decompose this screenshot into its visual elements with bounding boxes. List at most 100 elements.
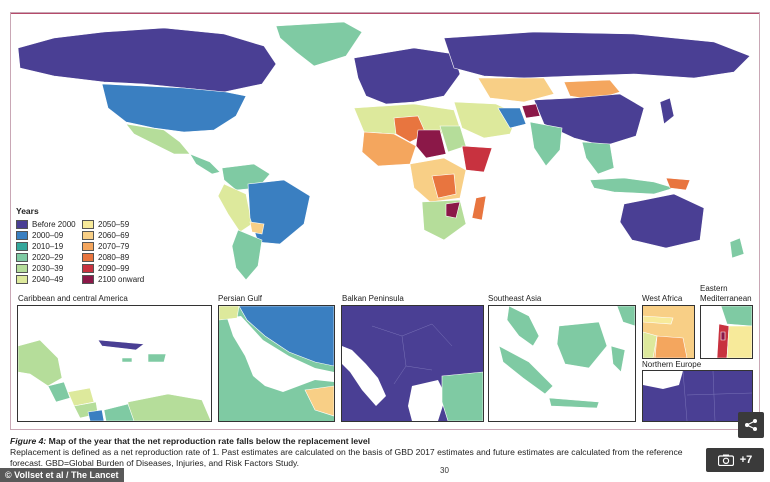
legend-swatch	[82, 275, 94, 284]
usa	[101, 83, 247, 133]
kuwait	[219, 306, 240, 321]
legend-swatch	[82, 264, 94, 273]
figure-body: Replacement is defined as a net reproduc…	[10, 447, 683, 468]
malaysia	[506, 306, 540, 347]
figure-title-text: Map of the year that the net reproductio…	[46, 436, 371, 446]
guatemala	[47, 381, 71, 403]
legend-title: Years	[16, 206, 39, 216]
turkey	[441, 371, 483, 421]
mexico	[125, 123, 191, 155]
inset-label-persian-gulf: Persian Gulf	[218, 294, 263, 303]
page-number: 30	[440, 466, 449, 475]
israel	[716, 323, 730, 358]
photo-gallery-button[interactable]: +7	[706, 448, 764, 472]
indonesia	[589, 177, 676, 195]
sulawesi	[610, 345, 626, 373]
legend-swatch	[82, 242, 94, 251]
sumatra	[498, 345, 554, 395]
legend-item: 2060–69	[82, 230, 172, 241]
kazakhstan	[477, 77, 555, 103]
java	[548, 397, 600, 409]
inset-eastern-med	[700, 305, 753, 359]
venezuela	[127, 393, 211, 421]
guinea	[654, 335, 688, 358]
inset-label-west-africa: West Africa	[642, 294, 683, 303]
madagascar	[471, 195, 487, 221]
australia	[619, 193, 705, 249]
southeast-asia	[581, 141, 615, 175]
legend-swatch	[16, 220, 28, 229]
legend-column-1: Before 2000 2000–09 2010–19 2020–29 2030…	[16, 219, 106, 285]
inset-west-africa-map	[643, 306, 694, 358]
inset-label-balkan: Balkan Peninsula	[342, 294, 404, 303]
share-button[interactable]	[738, 412, 764, 438]
camera-icon	[717, 454, 734, 466]
inset-balkan	[341, 305, 484, 422]
inset-southeast-asia	[488, 305, 636, 422]
inset-label-caribbean: Caribbean and central America	[18, 294, 128, 303]
legend-item: 2030–39	[16, 263, 106, 274]
legend-swatch	[82, 253, 94, 262]
new-zealand	[729, 237, 745, 259]
cuba	[97, 339, 145, 351]
paraguay	[249, 221, 265, 235]
legend-swatch	[16, 275, 28, 284]
legend-swatch	[16, 264, 28, 273]
drc	[431, 173, 457, 199]
peru-bolivia	[217, 183, 253, 233]
inset-west-africa	[642, 305, 695, 359]
afghanistan	[521, 103, 541, 119]
central-america	[189, 153, 221, 175]
legend-item: 2080–89	[82, 252, 172, 263]
inset-eastern-med-map	[701, 306, 752, 358]
inset-caribbean-map	[18, 339, 211, 421]
borders	[371, 323, 453, 385]
inset-persian-gulf	[218, 305, 335, 422]
europe	[353, 47, 461, 105]
canada	[17, 27, 277, 93]
iran	[497, 107, 527, 129]
borneo	[556, 321, 608, 369]
top-rule	[10, 12, 760, 14]
legend-item: Before 2000	[16, 219, 106, 230]
legend-swatch	[16, 253, 28, 262]
legend-item: 2070–79	[82, 241, 172, 252]
inset-caribbean	[17, 305, 212, 422]
gulf-water	[227, 316, 334, 392]
japan	[659, 97, 675, 125]
legend-item: 2090–99	[82, 263, 172, 274]
horn-of-africa	[461, 145, 493, 173]
legend-column-2: 2050–59 2060–69 2070–79 2080–89 2090–99 …	[82, 219, 172, 285]
colombia	[103, 403, 135, 421]
jamaica	[121, 357, 133, 363]
inset-southeast-asia-map	[498, 306, 635, 409]
legend-swatch	[16, 231, 28, 240]
legend-item: 2040–49	[16, 274, 106, 285]
inset-balkan-map	[342, 306, 483, 421]
southern-africa	[421, 199, 467, 241]
inset-label-northern-europe: Northern Europe	[642, 360, 702, 369]
legend-item: 2010–19	[16, 241, 106, 252]
share-icon	[745, 419, 757, 431]
legend-item: 2000–09	[16, 230, 106, 241]
mexico-south	[18, 339, 63, 387]
legend-item: 2020–29	[16, 252, 106, 263]
senegal-coast	[643, 331, 658, 358]
legend-item: 2050–59	[82, 219, 172, 230]
argentina-chile	[231, 229, 263, 281]
adriatic-sea	[342, 346, 386, 406]
honduras	[67, 387, 95, 407]
photo-count: +7	[739, 454, 753, 466]
inset-northern-europe-map	[643, 371, 752, 421]
figure-frame	[10, 12, 760, 430]
legend-swatch	[82, 231, 94, 240]
hispaniola	[147, 353, 167, 363]
legend-swatch	[16, 242, 28, 251]
greenland	[275, 21, 363, 67]
philippines	[616, 306, 635, 327]
uae	[304, 385, 334, 417]
chad	[415, 129, 447, 159]
legend-item: 2100 onward	[82, 274, 172, 285]
mozambique	[445, 201, 461, 219]
baltic-sea	[643, 371, 683, 389]
